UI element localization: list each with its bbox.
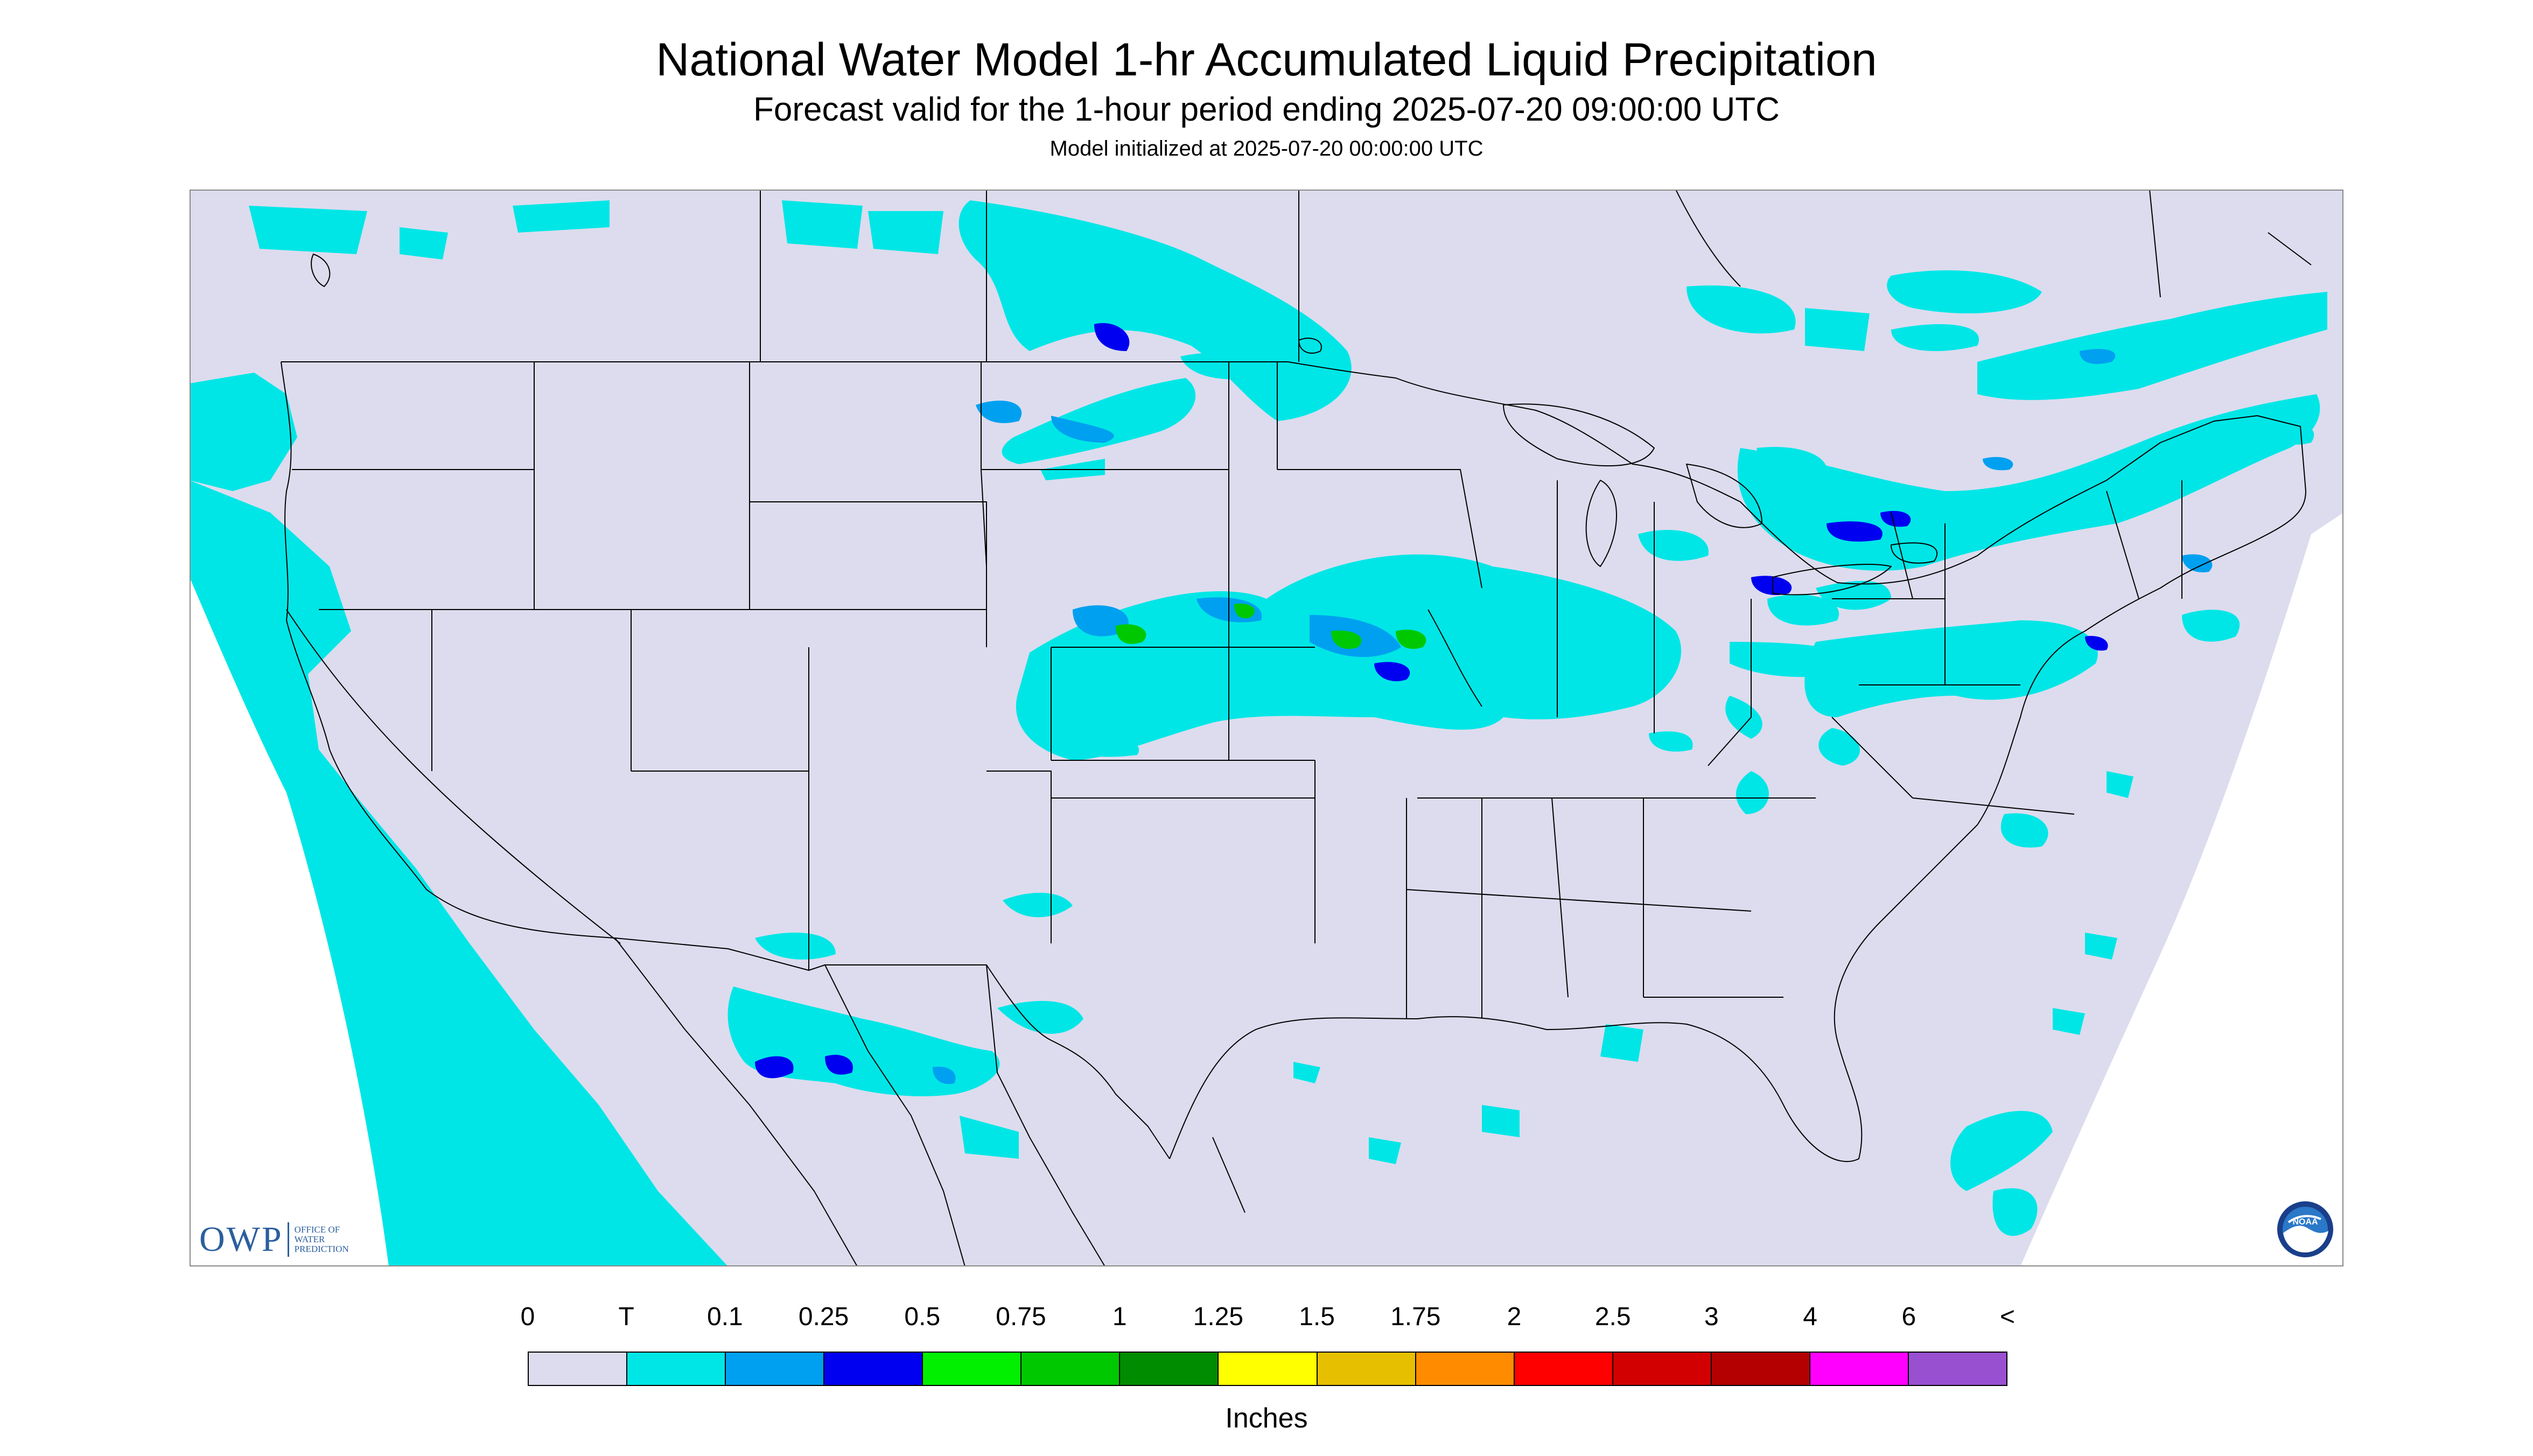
legend-swatch	[528, 1352, 628, 1386]
owp-logo-text: OFFICE OF WATER PREDICTION	[294, 1224, 349, 1254]
legend-tick-label: 1.25	[1193, 1303, 1244, 1331]
us-canada-border	[281, 361, 2306, 585]
legend-swatch	[1710, 1352, 1810, 1386]
legend-tick-label: 0	[520, 1303, 535, 1331]
precipitation-map	[190, 190, 2343, 1266]
legend-tick-label: 0.75	[996, 1303, 1046, 1331]
map-title: National Water Model 1-hr Accumulated Li…	[656, 34, 1877, 86]
legend-swatch	[725, 1352, 825, 1386]
pacific-precip-band	[190, 480, 728, 1266]
legend-colorbar	[528, 1352, 2007, 1386]
noaa-logo-text: NOAA	[2292, 1217, 2318, 1227]
model-init-line: Model initialized at 2025-07-20 00:00:00…	[1049, 137, 1484, 160]
legend-units-label: Inches	[1225, 1403, 1308, 1434]
owp-logo-mark: OWP	[199, 1220, 283, 1259]
noaa-logo: NOAA	[2277, 1201, 2333, 1257]
legend-tick-label: 2	[1507, 1303, 1522, 1331]
legend-swatch	[1415, 1352, 1515, 1386]
legend-tick-label: 1.75	[1390, 1303, 1441, 1331]
legend-tick-label: 0.25	[798, 1303, 849, 1331]
trace-precip-areas	[249, 200, 2327, 1236]
northwest-coast-precip	[190, 373, 297, 491]
legend-swatch	[823, 1352, 923, 1386]
legend-tick-label: 6	[1901, 1303, 1916, 1331]
legend-swatch	[1217, 1352, 1318, 1386]
map-panel: OWP OFFICE OF WATER PREDICTION NOAA	[190, 190, 2343, 1266]
gulf-coast	[1169, 491, 2306, 1162]
legend-tick-label: 0.5	[904, 1303, 941, 1331]
us-mexico-border	[614, 937, 1170, 1159]
color-legend: 0 T 0.1 0.25 0.5 0.75 1 1.25 1.5 1.75 2 2.5 3 4 6 <	[521, 1302, 2015, 1388]
legend-tick-label: T	[618, 1303, 634, 1331]
owp-logo-divider	[287, 1222, 289, 1257]
legend-swatch	[1316, 1352, 1416, 1386]
legend-swatch	[1513, 1352, 1613, 1386]
legend-tick-label: 1	[1112, 1303, 1127, 1331]
legend-swatch	[922, 1352, 1022, 1386]
pacific-coast	[281, 361, 615, 939]
owp-logo: OWP OFFICE OF WATER PREDICTION	[199, 1219, 359, 1260]
mexico-boundaries	[614, 937, 1245, 1266]
legend-tick-label: 4	[1803, 1303, 1817, 1331]
legend-swatch	[1119, 1352, 1219, 1386]
legend-tick-label: 0.1	[707, 1303, 743, 1331]
legend-tick-label: 1.5	[1299, 1303, 1335, 1331]
map-subtitle: Forecast valid for the 1-hour period end…	[753, 91, 1780, 128]
great-lakes	[1503, 403, 1938, 596]
legend-tick-label: 2.5	[1594, 1303, 1631, 1331]
interior-state-lines	[286, 362, 2182, 1019]
small-lakes	[311, 253, 1322, 354]
outside-domain-east	[2020, 513, 2343, 1266]
state-boundaries	[281, 190, 2312, 1266]
canada-boundaries	[760, 190, 2312, 362]
legend-swatch	[1020, 1352, 1121, 1386]
outside-domain-west	[190, 577, 389, 1266]
legend-tick-label: 3	[1704, 1303, 1719, 1331]
legend-swatch	[1907, 1352, 2007, 1386]
legend-swatch	[1612, 1352, 1712, 1386]
legend-swatch	[626, 1352, 726, 1386]
legend-swatch	[1809, 1352, 1909, 1386]
legend-tick-label: <	[1999, 1303, 2016, 1331]
